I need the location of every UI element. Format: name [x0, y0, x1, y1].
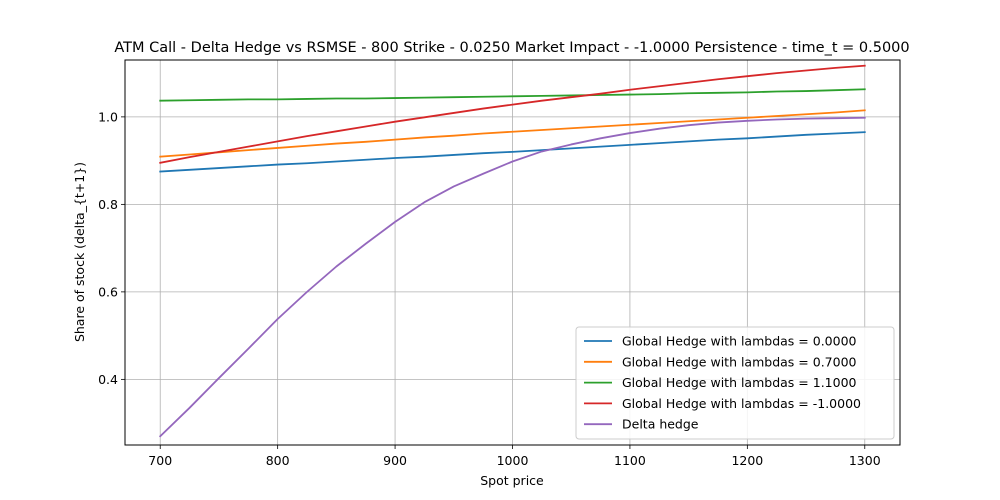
x-tick-label: 900	[383, 453, 407, 468]
x-tick-label: 1000	[497, 453, 529, 468]
x-tick-label: 1300	[849, 453, 881, 468]
x-tick-label: 1100	[614, 453, 646, 468]
y-tick-label: 0.6	[98, 284, 118, 299]
legend-box	[575, 326, 895, 440]
series-line-4	[159, 64, 866, 164]
grid-lines	[125, 60, 900, 445]
series-line-5	[158, 116, 866, 438]
series-line-3	[159, 88, 866, 102]
x-tick-label: 700	[148, 453, 172, 468]
x-axis-ticks: 700 800 900 1000 1100 1200 1300	[148, 445, 881, 468]
legend-label: Global Hedge with lambdas = 0.0000	[622, 334, 857, 349]
y-axis-label: Share of stock (delta_{t+1})	[72, 162, 87, 342]
series-line-2	[159, 109, 866, 158]
legend: Global Hedge with lambdas = 0.0000 Global…	[575, 326, 895, 440]
legend-label: Global Hedge with lambdas = 1.1000	[622, 375, 857, 390]
legend-label: Global Hedge with lambdas = -1.0000	[622, 396, 861, 411]
y-tick-label: 1.0	[98, 109, 118, 124]
legend-label: Global Hedge with lambdas = 0.7000	[622, 354, 857, 369]
y-axis-ticks: 0.4 0.6 0.8 1.0	[98, 109, 125, 387]
y-tick-label: 0.8	[98, 197, 118, 212]
x-tick-label: 1200	[731, 453, 763, 468]
x-tick-label: 800	[266, 453, 290, 468]
chart-title: ATM Call - Delta Hedge vs RSMSE - 800 St…	[114, 40, 909, 56]
series-line-1	[159, 131, 866, 173]
series-layer	[158, 64, 866, 438]
x-axis-label: Spot price	[480, 473, 544, 488]
legend-label: Delta hedge	[622, 417, 699, 432]
y-tick-label: 0.4	[98, 372, 118, 387]
